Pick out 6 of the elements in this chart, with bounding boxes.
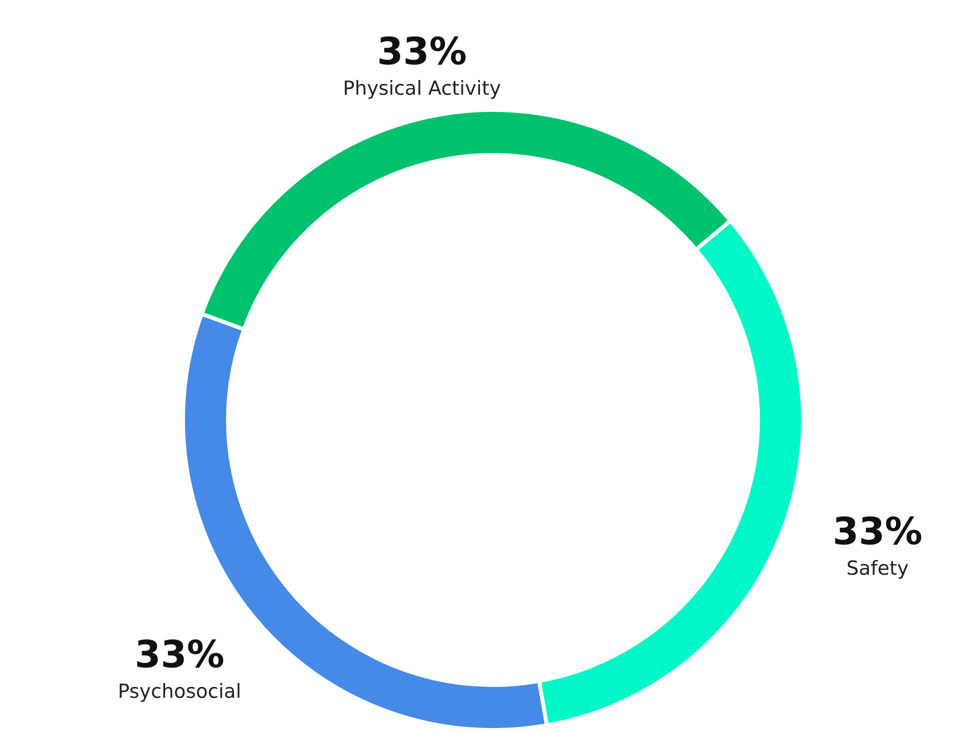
slice-label: Psychosocial xyxy=(120,683,240,702)
data-label: 33% xyxy=(137,639,224,668)
data-label: 33% xyxy=(380,36,466,65)
slice-label: Safety xyxy=(848,560,908,579)
data-label: 33% xyxy=(835,516,922,545)
slice-label: Physical Activity xyxy=(344,80,500,99)
